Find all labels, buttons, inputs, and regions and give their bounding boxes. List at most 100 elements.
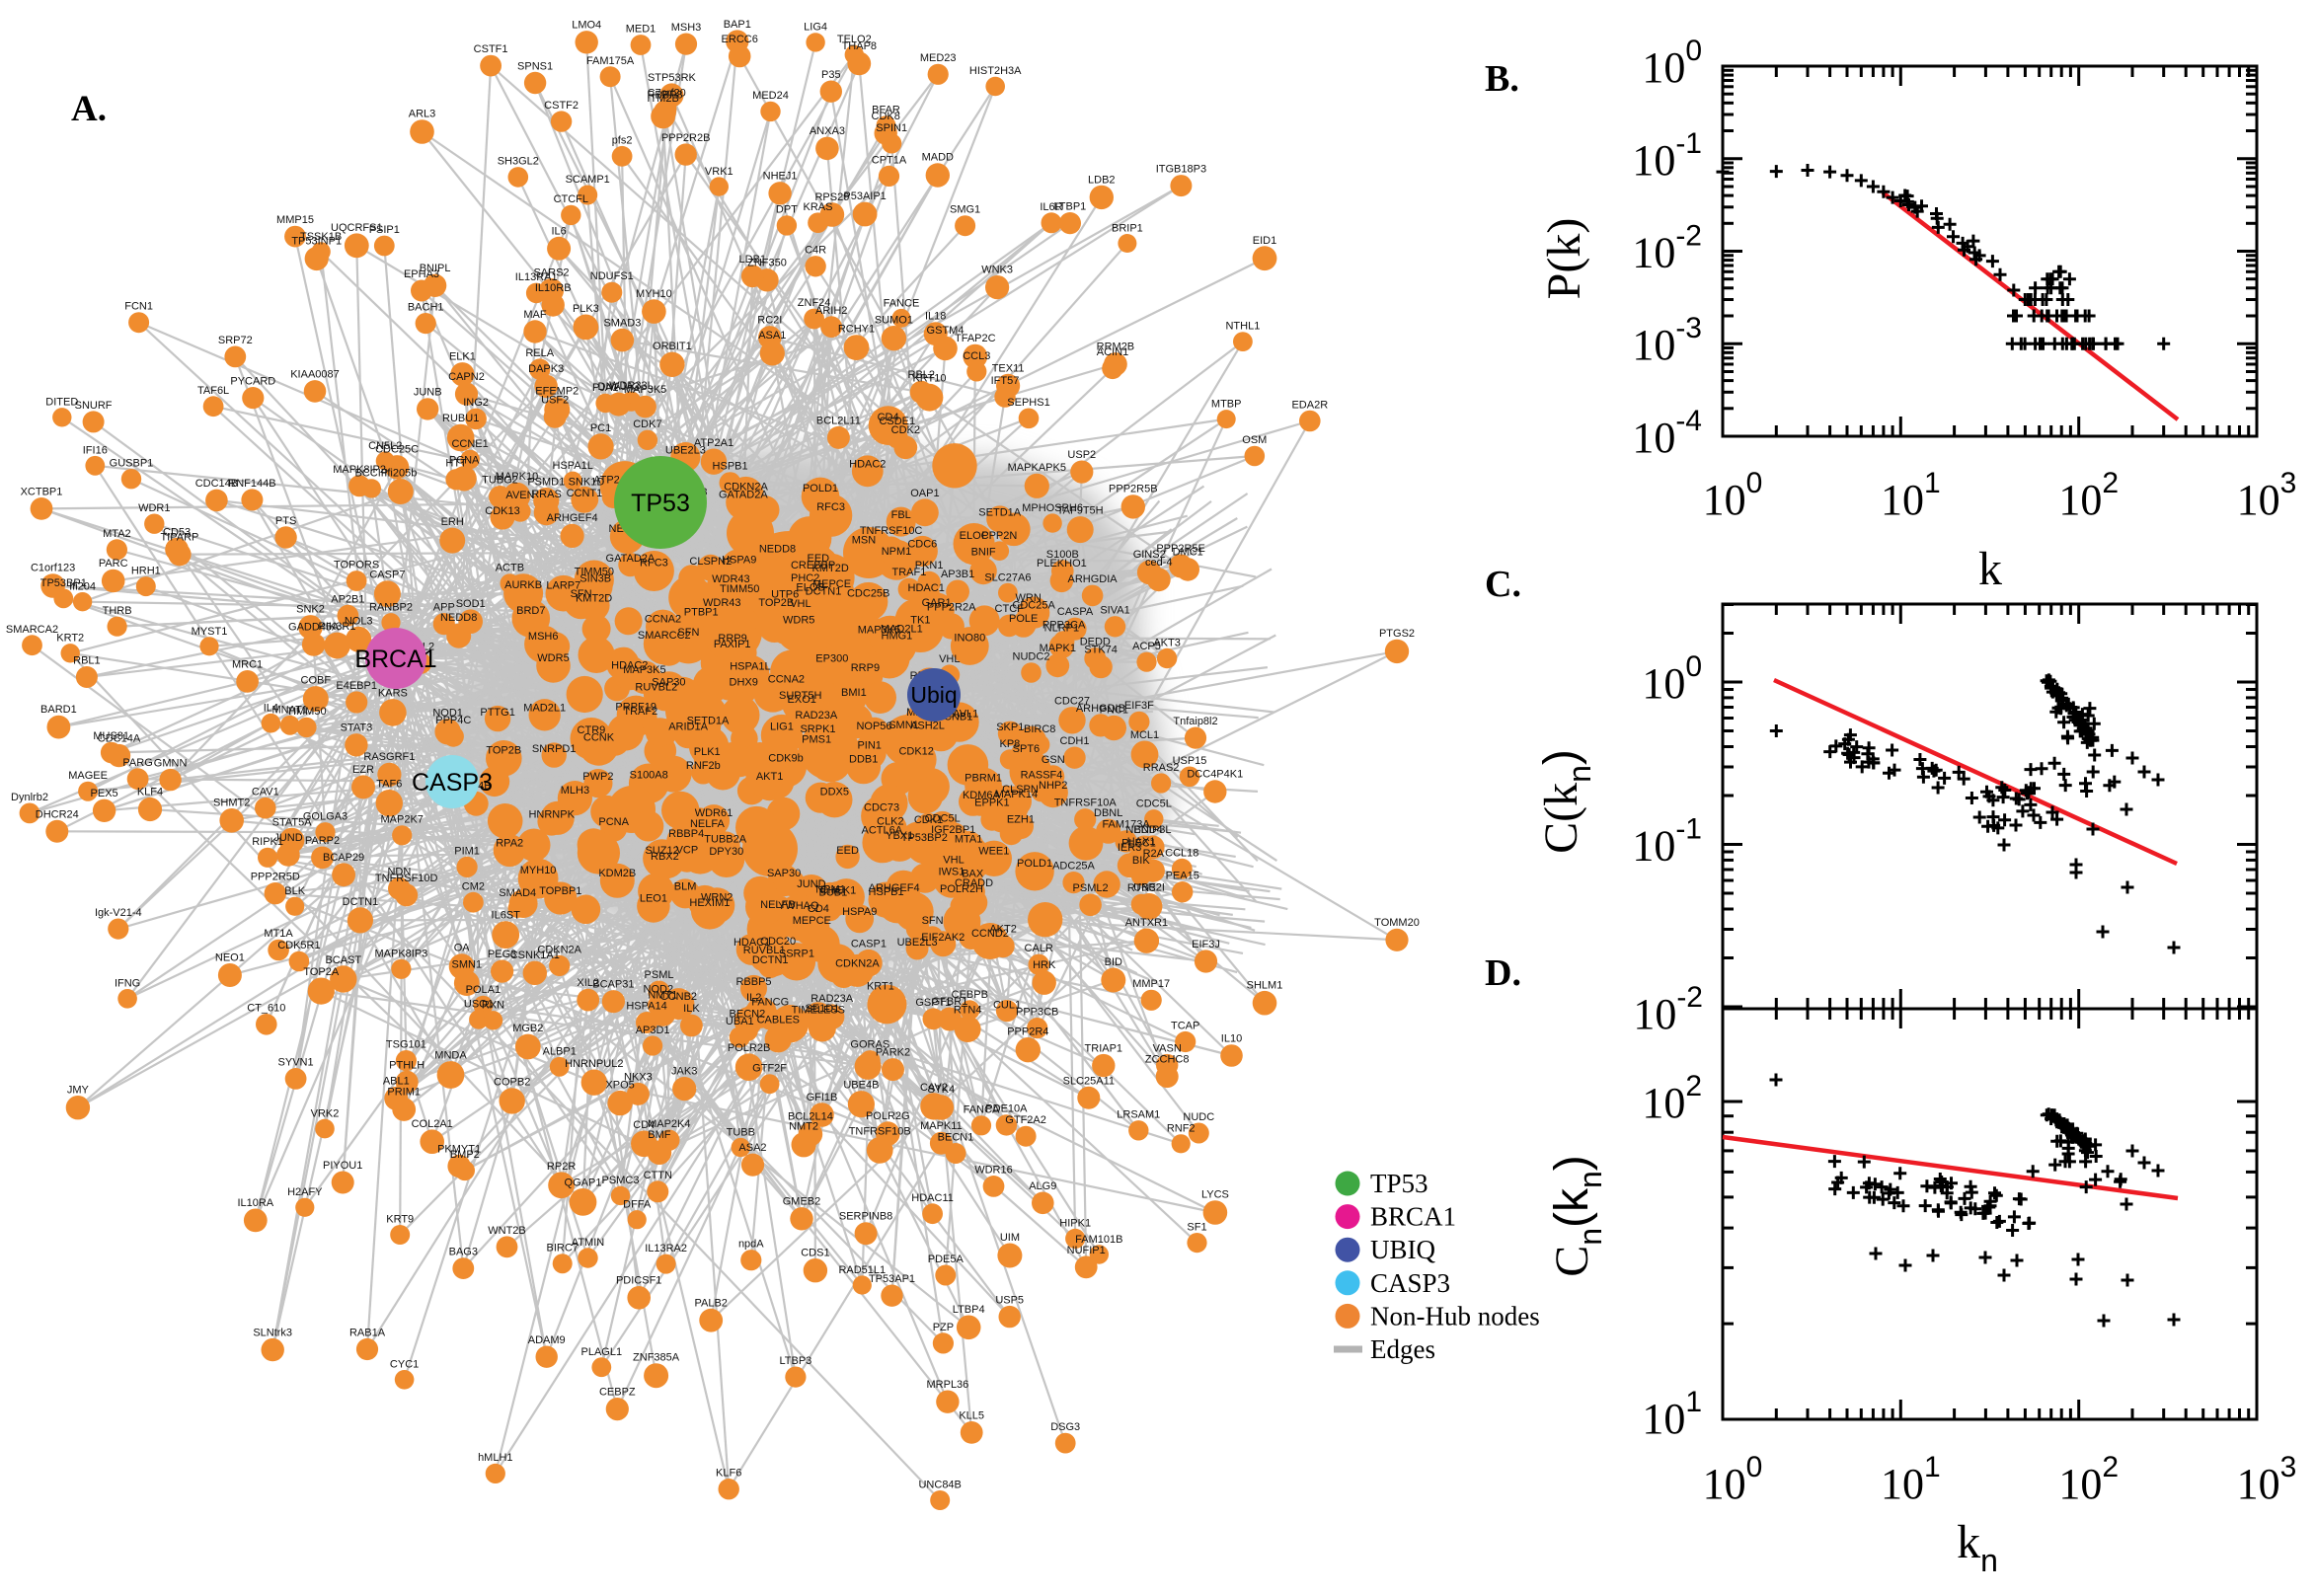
svg-text:ORBIT1: ORBIT1 (653, 341, 692, 352)
svg-text:CTTN: CTTN (644, 1170, 672, 1181)
svg-text:SPIN1: SPIN1 (876, 122, 907, 134)
svg-text:ARHGEF4: ARHGEF4 (547, 512, 598, 524)
svg-text:ELK1: ELK1 (449, 351, 476, 363)
svg-text:RXN: RXN (482, 1000, 504, 1012)
svg-text:MED1: MED1 (626, 24, 656, 36)
svg-text:SHMT2: SHMT2 (213, 798, 250, 809)
svg-text:JUND: JUND (273, 832, 302, 844)
svg-text:CASP3: CASP3 (1370, 1268, 1450, 1298)
svg-text:COL2A1: COL2A1 (412, 1118, 453, 1130)
svg-text:TOPBP1: TOPBP1 (539, 885, 581, 897)
svg-text:MSH3: MSH3 (671, 22, 702, 34)
svg-text:RANBP2: RANBP2 (369, 602, 413, 614)
svg-text:FAM173A: FAM173A (1102, 819, 1150, 831)
svg-text:MAPK8IP2: MAPK8IP2 (333, 464, 386, 476)
svg-text:SPNS1: SPNS1 (517, 60, 553, 72)
svg-text:CAV1: CAV1 (252, 787, 279, 798)
svg-text:GOLGA3: GOLGA3 (303, 811, 347, 823)
svg-text:OAP1: OAP1 (910, 488, 939, 499)
svg-text:DCTN1: DCTN1 (343, 896, 379, 908)
svg-text:MRC1: MRC1 (232, 659, 263, 671)
svg-text:E4EBP1: E4EBP1 (336, 680, 377, 692)
svg-text:EIF3F: EIF3F (1124, 700, 1154, 712)
svg-text:RASSF4: RASSF4 (1021, 769, 1063, 781)
svg-text:UBIQ: UBIQ (1370, 1235, 1435, 1264)
svg-text:COPB2: COPB2 (494, 1077, 530, 1089)
svg-text:EZR: EZR (352, 764, 374, 776)
svg-text:PPP2N: PPP2N (981, 530, 1017, 542)
svg-text:JAK3: JAK3 (671, 1066, 697, 1078)
svg-text:ATP2A1: ATP2A1 (694, 437, 733, 449)
svg-text:PPP2R5B: PPP2R5B (1109, 484, 1158, 495)
svg-text:NELFA: NELFA (690, 818, 726, 830)
svg-text:UBE4B: UBE4B (843, 1080, 879, 1092)
svg-text:TUBG2: TUBG2 (482, 474, 518, 486)
svg-text:KP8: KP8 (1000, 738, 1021, 750)
svg-text:SUMO1: SUMO1 (875, 315, 913, 327)
svg-text:ACP5: ACP5 (1132, 641, 1161, 652)
svg-text:KDM2B: KDM2B (598, 868, 636, 879)
svg-text:VHL: VHL (939, 653, 960, 665)
svg-text:CLSPN: CLSPN (1002, 784, 1039, 796)
svg-text:ARIH2: ARIH2 (815, 305, 847, 317)
svg-text:LEO1: LEO1 (640, 893, 667, 905)
svg-text:PSML: PSML (645, 969, 674, 981)
svg-text:FANCG: FANCG (751, 996, 789, 1008)
svg-text:OA: OA (454, 943, 471, 954)
svg-text:GFBR1: GFBR1 (932, 996, 968, 1008)
svg-text:BRD7: BRD7 (516, 605, 545, 617)
svg-text:USP5: USP5 (995, 1294, 1024, 1306)
svg-text:IL6ST: IL6ST (492, 910, 521, 922)
svg-text:SIN3B: SIN3B (579, 573, 611, 585)
svg-text:TEX11: TEX11 (992, 362, 1025, 374)
svg-text:SMAD4: SMAD4 (499, 887, 536, 899)
svg-text:WRN: WRN (1016, 592, 1042, 604)
svg-text:ING2: ING2 (463, 397, 489, 409)
svg-text:NMT2: NMT2 (789, 1121, 818, 1133)
svg-text:CASP7: CASP7 (369, 570, 405, 581)
svg-text:D.: D. (1485, 952, 1521, 994)
svg-text:PARG: PARG (122, 757, 152, 769)
svg-text:TNFRSF10B: TNFRSF10B (849, 1126, 911, 1138)
svg-text:WDR1: WDR1 (138, 502, 170, 514)
svg-text:PSMC3: PSMC3 (602, 1175, 640, 1186)
svg-text:KLL5: KLL5 (959, 1410, 984, 1422)
svg-text:TNFRSF10A: TNFRSF10A (1054, 798, 1118, 809)
svg-text:MAPK1: MAPK1 (1040, 643, 1076, 654)
svg-text:SARS2: SARS2 (533, 267, 569, 279)
svg-text:CDC6: CDC6 (907, 539, 937, 551)
svg-text:VASN: VASN (1153, 1042, 1182, 1054)
svg-text:NPM1: NPM1 (815, 884, 846, 896)
svg-text:RBBP4: RBBP4 (668, 828, 704, 840)
svg-text:PLK3: PLK3 (573, 303, 599, 315)
svg-text:MRPL36: MRPL36 (927, 1379, 969, 1391)
svg-text:AP2B1: AP2B1 (331, 593, 364, 605)
svg-text:HDAC2: HDAC2 (611, 659, 648, 671)
svg-text:MADD: MADD (922, 152, 954, 164)
svg-text:SUZ12: SUZ12 (645, 845, 678, 857)
svg-text:KMT2D: KMT2D (812, 563, 849, 574)
svg-text:PTHLH: PTHLH (389, 1059, 425, 1071)
svg-text:PTGS2: PTGS2 (1379, 628, 1415, 640)
svg-text:VHL: VHL (943, 855, 964, 867)
svg-text:PBRM1: PBRM1 (965, 773, 1002, 785)
svg-text:STP53RK: STP53RK (648, 72, 697, 84)
svg-text:NEDD8: NEDD8 (440, 612, 477, 624)
svg-text:KRT1: KRT1 (867, 980, 894, 992)
svg-text:PPP2R4: PPP2R4 (1007, 1026, 1048, 1038)
svg-text:YBX1: YBX1 (886, 830, 913, 842)
svg-text:HNRNPUL2: HNRNPUL2 (565, 1058, 623, 1070)
svg-text:ALG9: ALG9 (1029, 1180, 1056, 1192)
svg-text:BCAP29: BCAP29 (323, 852, 364, 864)
svg-text:CM2: CM2 (462, 880, 485, 892)
svg-text:GFI1B: GFI1B (807, 1092, 838, 1103)
svg-text:KLF4: KLF4 (137, 786, 163, 798)
svg-text:IL10RA: IL10RA (237, 1197, 273, 1209)
svg-text:LDB2: LDB2 (1088, 174, 1116, 186)
svg-text:SEPHS1: SEPHS1 (1007, 397, 1049, 409)
svg-text:PPP4C: PPP4C (435, 715, 471, 726)
svg-text:TNFRSF10C: TNFRSF10C (860, 525, 923, 537)
svg-text:DHX9: DHX9 (730, 677, 758, 689)
svg-text:RRP9: RRP9 (851, 662, 880, 674)
svg-text:PTS: PTS (275, 515, 296, 527)
